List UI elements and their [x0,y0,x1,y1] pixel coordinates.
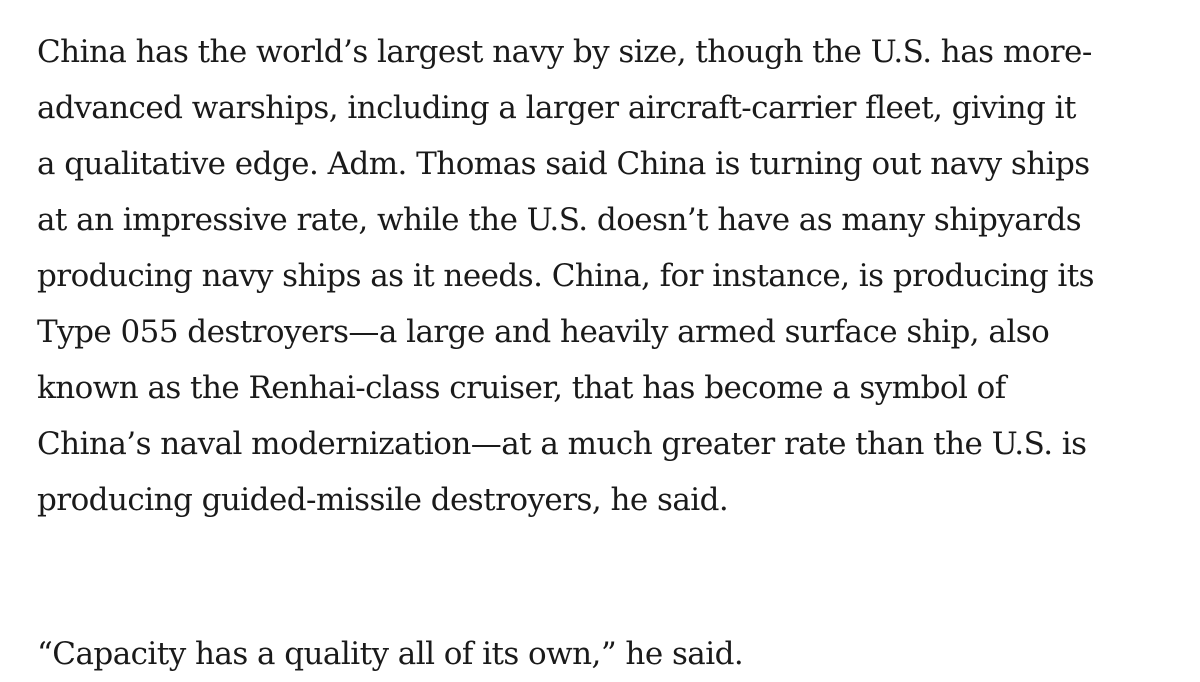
paragraph-line: China’s naval modernization—at a much gr… [37,426,1087,462]
paragraph-line: producing navy ships as it needs. China,… [37,258,1095,294]
article-body: China has the world’s largest navy by si… [37,24,1167,682]
paragraph-spacer [37,528,1167,626]
paragraph-line: Type 055 destroyers—a large and heavily … [37,314,1050,350]
paragraph-line: a qualitative edge. Adm. Thomas said Chi… [37,146,1090,182]
paragraph-line: at an impressive rate, while the U.S. do… [37,202,1082,238]
paragraph-1: China has the world’s largest navy by si… [37,24,1167,528]
paragraph-2-quote: “Capacity has a quality all of its own,”… [37,626,1167,682]
paragraph-line: producing guided-missile destroyers, he … [37,482,729,518]
paragraph-line: “Capacity has a quality all of its own,”… [37,636,744,672]
paragraph-line: advanced warships, including a larger ai… [37,90,1076,126]
paragraph-line: known as the Renhai-class cruiser, that … [37,370,1006,406]
paragraph-line: China has the world’s largest navy by si… [37,34,1092,70]
